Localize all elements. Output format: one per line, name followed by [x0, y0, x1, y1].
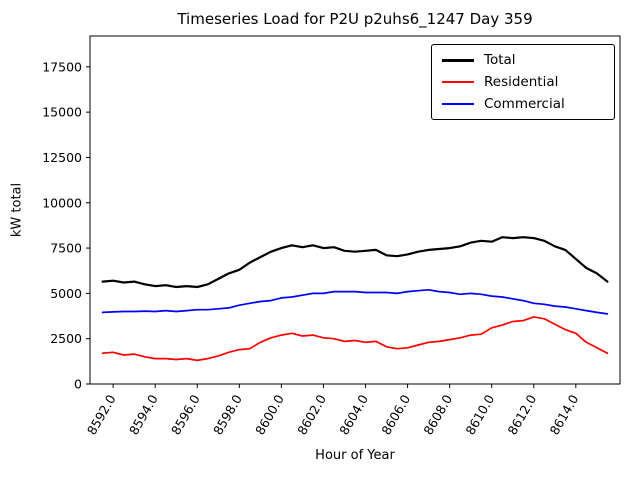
svg-text:12500: 12500 — [42, 150, 82, 165]
svg-text:7500: 7500 — [50, 241, 82, 256]
svg-text:8594.0: 8594.0 — [126, 392, 161, 437]
legend-item-commercial: Commercial — [442, 96, 602, 112]
svg-text:8608.0: 8608.0 — [420, 392, 455, 437]
svg-text:8596.0: 8596.0 — [168, 392, 203, 437]
legend-label-residential: Residential — [484, 74, 559, 90]
svg-text:8604.0: 8604.0 — [336, 392, 371, 437]
x-axis-label: Hour of Year — [315, 448, 395, 463]
commercial-line-swatch — [442, 103, 474, 105]
svg-text:8614.0: 8614.0 — [547, 392, 582, 437]
svg-text:17500: 17500 — [42, 59, 82, 74]
legend-item-total: Total — [442, 52, 602, 68]
svg-text:0: 0 — [74, 377, 82, 392]
residential-line-swatch — [442, 81, 474, 83]
svg-text:5000: 5000 — [50, 286, 82, 301]
svg-text:15000: 15000 — [42, 105, 82, 120]
total-line-swatch — [442, 58, 474, 62]
legend-label-commercial: Commercial — [484, 96, 565, 112]
svg-text:8606.0: 8606.0 — [378, 392, 413, 437]
legend-label-total: Total — [484, 52, 516, 68]
legend-item-residential: Residential — [442, 74, 602, 90]
svg-text:2500: 2500 — [50, 331, 82, 346]
svg-text:8600.0: 8600.0 — [252, 392, 287, 437]
svg-text:8598.0: 8598.0 — [210, 392, 245, 437]
legend: Total Residential Commercial — [431, 44, 615, 120]
svg-text:8602.0: 8602.0 — [294, 392, 329, 437]
y-axis-label: kW total — [9, 182, 25, 238]
svg-text:8610.0: 8610.0 — [462, 392, 497, 437]
svg-text:10000: 10000 — [42, 195, 82, 210]
svg-text:8612.0: 8612.0 — [505, 392, 540, 437]
chart-title: Timeseries Load for P2U p2uhs6_1247 Day … — [177, 10, 533, 28]
svg-text:8592.0: 8592.0 — [84, 392, 119, 437]
